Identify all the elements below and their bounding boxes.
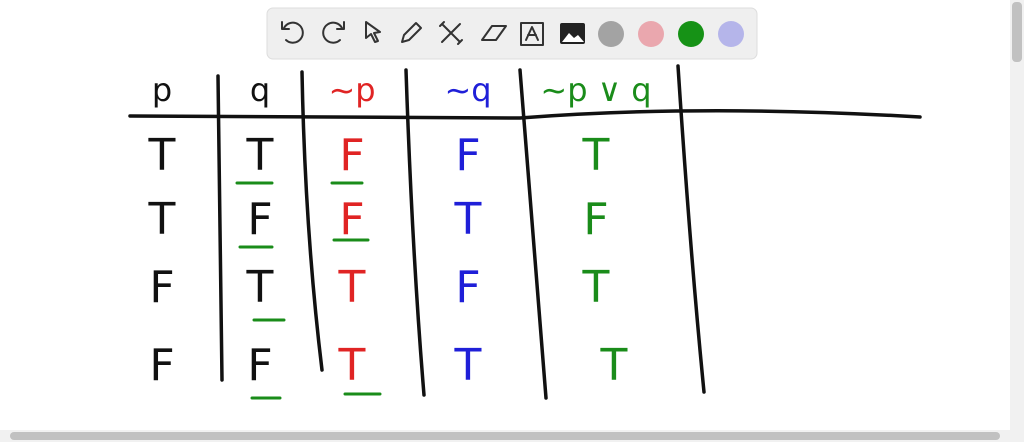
toolbar-bg — [266, 7, 758, 60]
underlines — [235, 181, 382, 400]
truth-value: F — [247, 340, 272, 391]
color-gray[interactable] — [598, 21, 624, 47]
truth-value: F — [149, 340, 174, 391]
text-button[interactable] — [520, 22, 544, 46]
color-lavender[interactable] — [718, 21, 744, 47]
truth-value: F — [583, 194, 608, 245]
column-rule — [216, 74, 224, 382]
undo-button[interactable] — [281, 21, 304, 44]
toolbar — [266, 7, 758, 60]
truth-value: F — [149, 262, 174, 313]
truth-value: F — [247, 194, 272, 245]
column-header: ~p — [328, 71, 375, 109]
truth-value: T — [454, 194, 482, 245]
scroll-thumb[interactable] — [1012, 2, 1022, 62]
text-button-glyph — [525, 26, 539, 41]
column-header: q — [250, 71, 270, 109]
truth-value: F — [455, 262, 480, 313]
color-pink[interactable] — [638, 21, 664, 47]
column-header: ~p ∨ q — [540, 71, 651, 109]
header-rule — [128, 108, 922, 120]
truth-value: T — [600, 340, 628, 391]
scroll-thumb[interactable] — [10, 432, 1000, 440]
column-rule — [404, 68, 426, 397]
column-header: p — [152, 71, 172, 109]
eraser-button[interactable] — [481, 25, 507, 41]
column-rule — [300, 70, 324, 372]
truth-value: T — [246, 130, 274, 181]
truth-value: T — [246, 262, 274, 313]
column-rule — [676, 64, 706, 394]
color-green[interactable] — [678, 21, 704, 47]
truth-value: F — [339, 130, 364, 181]
truth-value: F — [455, 130, 480, 181]
column-rule — [518, 68, 548, 400]
truth-value: F — [339, 194, 364, 245]
truth-value: T — [454, 340, 482, 391]
truth-value: T — [338, 340, 366, 391]
vertical-scrollbar[interactable] — [1010, 0, 1024, 430]
truth-value: T — [148, 130, 176, 181]
tools-button[interactable] — [439, 21, 463, 45]
redo-button[interactable] — [322, 21, 345, 44]
image-button-glyph — [562, 33, 584, 42]
pen-button[interactable] — [401, 22, 422, 43]
truth-value: T — [582, 130, 610, 181]
select-button[interactable] — [365, 21, 381, 43]
truth-value: T — [582, 262, 610, 313]
truth-value: T — [338, 262, 366, 313]
column-header: ~q — [444, 71, 491, 109]
truth-value: T — [148, 194, 176, 245]
